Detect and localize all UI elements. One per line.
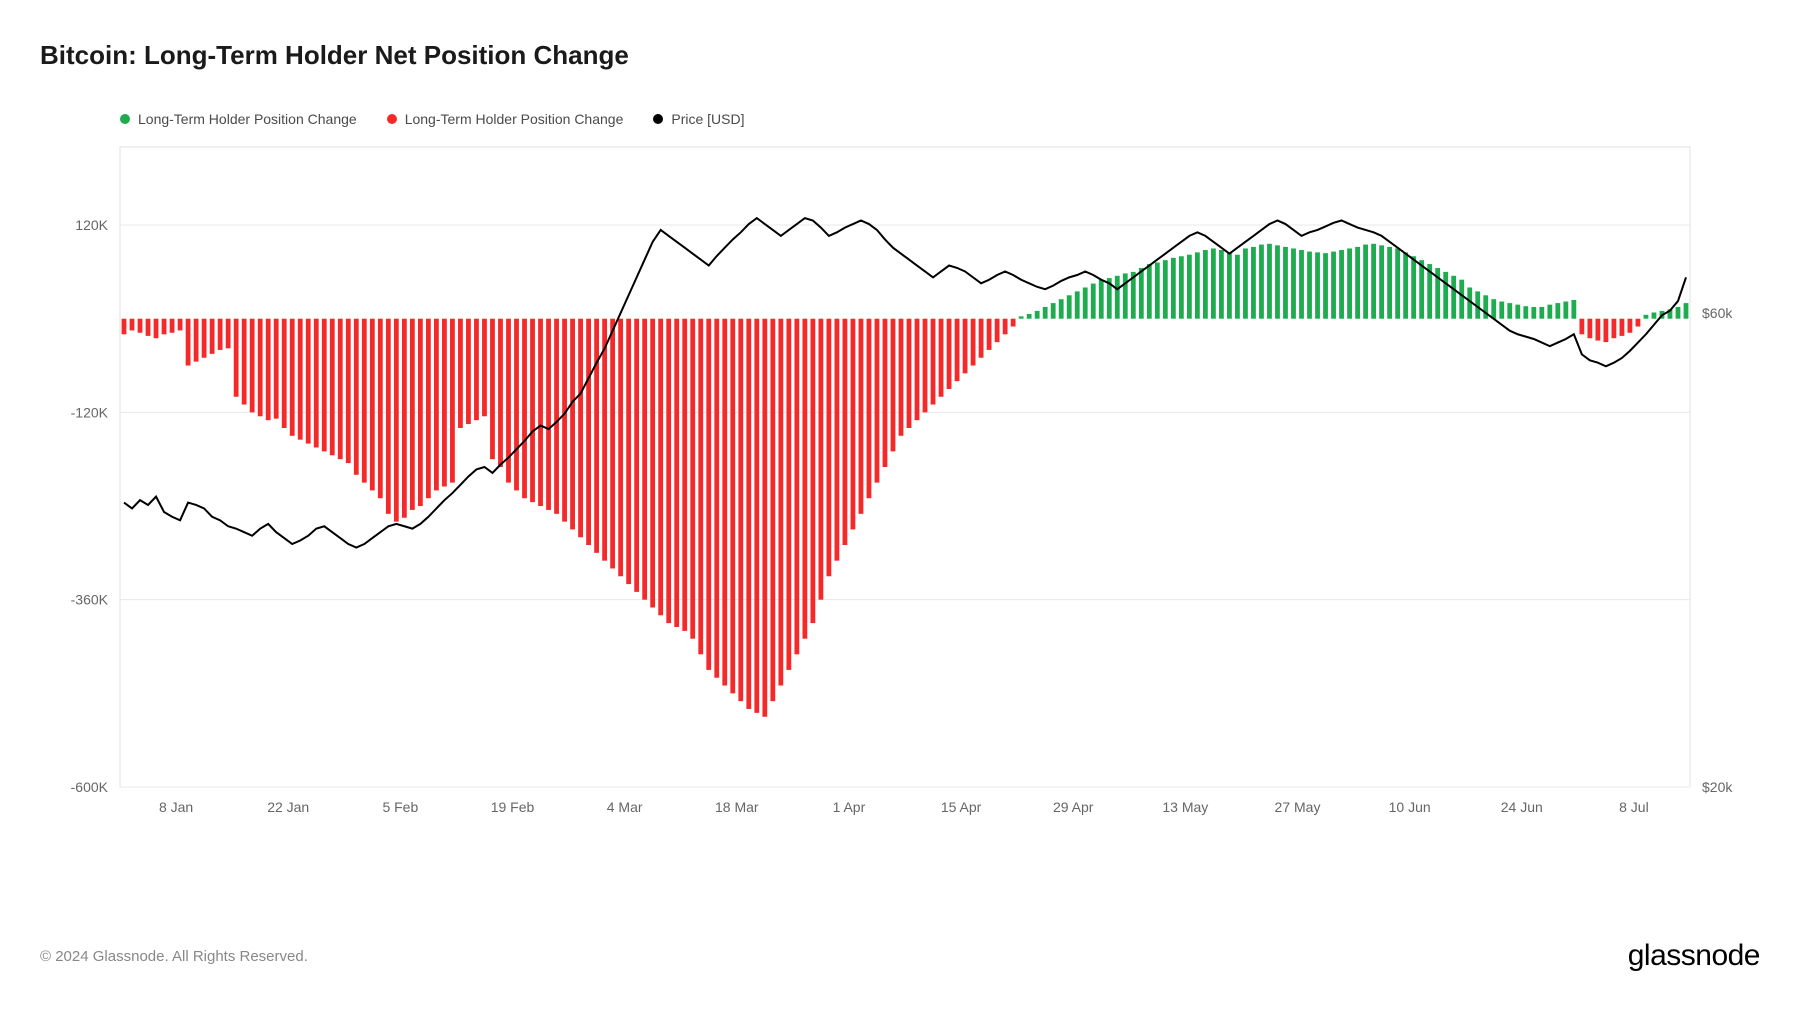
svg-text:-600K: -600K [71, 779, 109, 795]
svg-text:1 Apr: 1 Apr [833, 799, 866, 815]
svg-text:8 Jan: 8 Jan [159, 799, 193, 815]
chart-container: 120K -120K -360K -600K $60k $20k 8 Jan 22 Jan 5 … [40, 137, 1760, 857]
svg-text:13 May: 13 May [1162, 799, 1208, 815]
legend-item-price: Price [USD] [653, 111, 744, 127]
legend: Long-Term Holder Position Change Long-Te… [120, 111, 1760, 127]
legend-item-negative: Long-Term Holder Position Change [387, 111, 624, 127]
svg-text:$60k: $60k [1702, 305, 1733, 321]
svg-text:29 Apr: 29 Apr [1053, 799, 1094, 815]
svg-text:18 Mar: 18 Mar [715, 799, 759, 815]
legend-dot-price [653, 114, 663, 124]
legend-label-positive: Long-Term Holder Position Change [138, 111, 357, 127]
svg-text:19 Feb: 19 Feb [491, 799, 535, 815]
svg-text:4 Mar: 4 Mar [607, 799, 643, 815]
copyright-text: © 2024 Glassnode. All Rights Reserved. [40, 948, 308, 965]
svg-text:27 May: 27 May [1275, 799, 1321, 815]
svg-text:$20k: $20k [1702, 779, 1733, 795]
svg-text:15 Apr: 15 Apr [941, 799, 982, 815]
chart-title: Bitcoin: Long-Term Holder Net Position C… [40, 40, 1760, 71]
svg-text:8 Jul: 8 Jul [1619, 799, 1649, 815]
legend-label-price: Price [USD] [671, 111, 744, 127]
legend-dot-negative [387, 114, 397, 124]
svg-text:-120K: -120K [71, 404, 109, 420]
legend-item-positive: Long-Term Holder Position Change [120, 111, 357, 127]
svg-text:10 Jun: 10 Jun [1389, 799, 1431, 815]
footer: © 2024 Glassnode. All Rights Reserved. g… [40, 939, 1760, 973]
svg-text:24 Jun: 24 Jun [1501, 799, 1543, 815]
svg-text:5 Feb: 5 Feb [382, 799, 418, 815]
chart-svg: 120K -120K -360K -600K $60k $20k 8 Jan 22 Jan 5 … [40, 137, 1760, 827]
legend-label-negative: Long-Term Holder Position Change [405, 111, 624, 127]
legend-dot-positive [120, 114, 130, 124]
svg-text:120K: 120K [75, 217, 108, 233]
svg-text:-360K: -360K [71, 592, 109, 608]
svg-text:22 Jan: 22 Jan [267, 799, 309, 815]
brand-logo: glassnode [1628, 939, 1760, 973]
